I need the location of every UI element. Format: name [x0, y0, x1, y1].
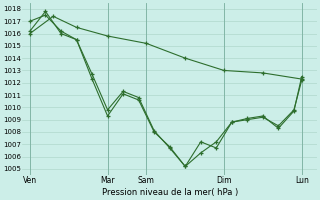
- X-axis label: Pression niveau de la mer( hPa ): Pression niveau de la mer( hPa ): [101, 188, 238, 197]
